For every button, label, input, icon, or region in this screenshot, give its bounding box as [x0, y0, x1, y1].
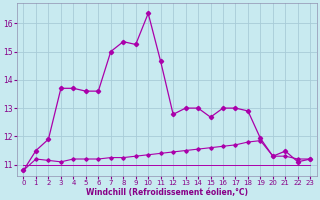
X-axis label: Windchill (Refroidissement éolien,°C): Windchill (Refroidissement éolien,°C): [86, 188, 248, 197]
